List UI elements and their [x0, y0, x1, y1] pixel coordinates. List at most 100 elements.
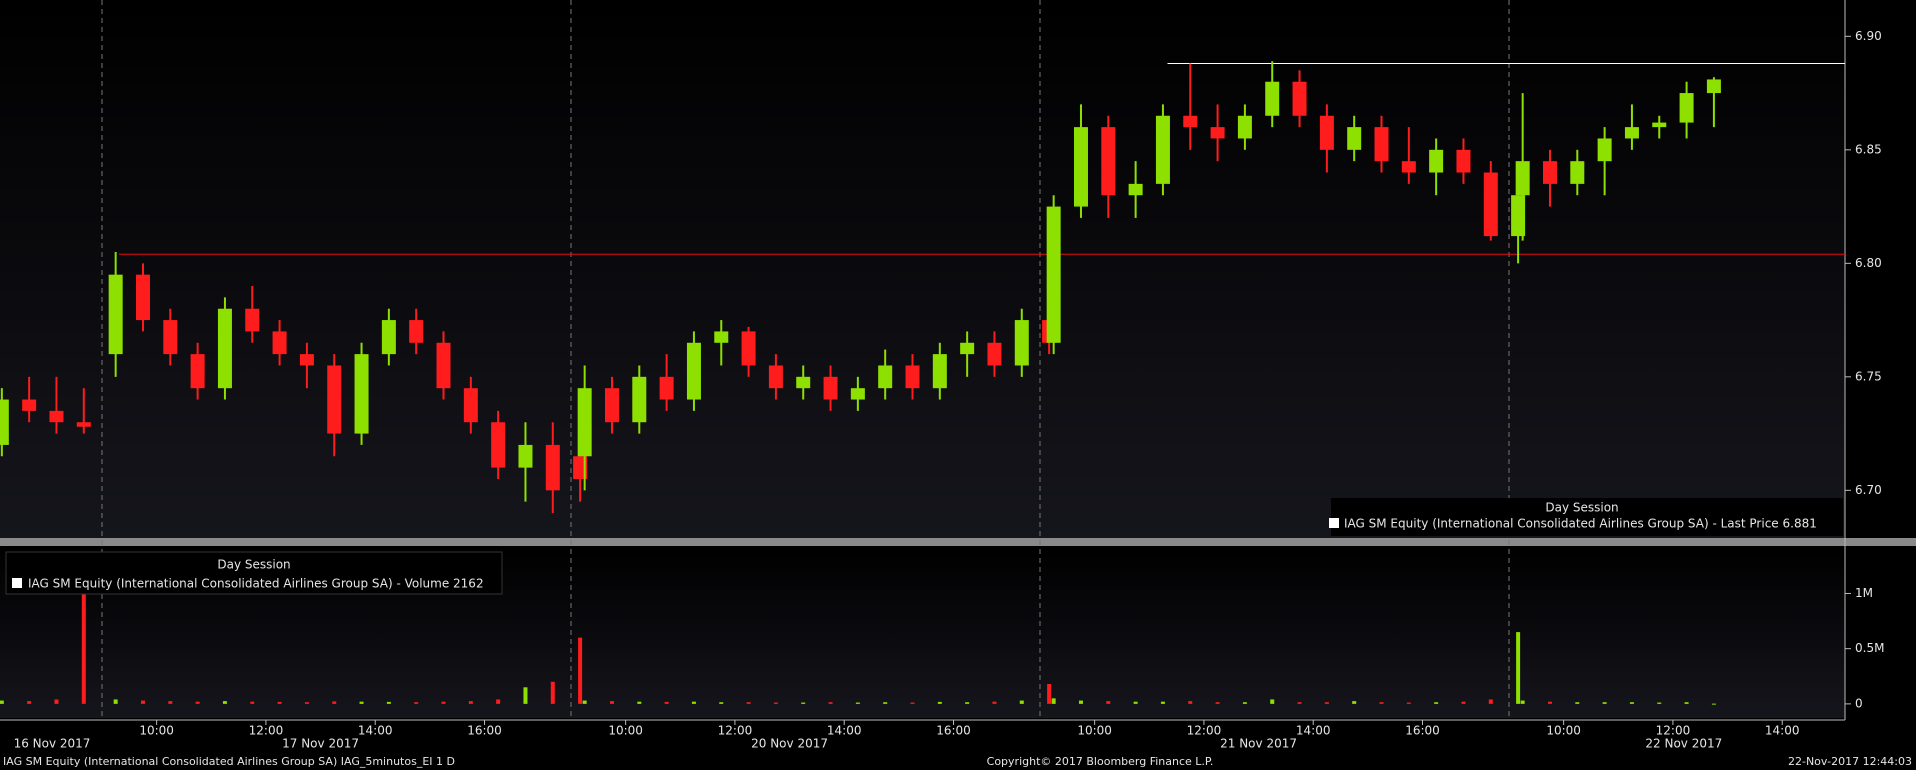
volume-bar [937, 701, 942, 704]
candle-body [573, 456, 588, 479]
volume-bar [550, 681, 555, 704]
legend-label: IAG SM Equity (International Consolidate… [28, 577, 484, 591]
x-date-label: 21 Nov 2017 [1220, 737, 1297, 751]
y-tick-label: 0 [1855, 696, 1863, 710]
candle-body [1319, 115, 1334, 150]
y-tick-label: 6.75 [1855, 369, 1882, 383]
x-tick-label: 14:00 [827, 724, 862, 738]
candle-body [354, 354, 369, 434]
y-tick-label: 0.5M [1855, 641, 1884, 655]
footer-left: IAG SM Equity (International Consolidate… [3, 755, 455, 768]
volume-bar [1047, 683, 1052, 704]
candle-body [545, 444, 560, 491]
x-date-label: 16 Nov 2017 [14, 737, 91, 751]
volume-bar [664, 701, 669, 704]
candle-body [1183, 115, 1198, 128]
volume-bar [1488, 699, 1493, 704]
volume-bar [1711, 703, 1716, 705]
volume-bar [386, 701, 391, 704]
candle-body [299, 354, 314, 366]
volume-bar [81, 554, 86, 704]
candle-body [1101, 127, 1116, 196]
volume-bar [578, 637, 583, 704]
y-tick-label: 6.90 [1855, 29, 1882, 43]
candle-body [163, 320, 178, 355]
candle-body [1292, 81, 1307, 116]
volume-bar [637, 701, 642, 704]
legend-swatch [1329, 518, 1339, 528]
candle-body [823, 376, 838, 400]
candle-body [1014, 320, 1029, 366]
volume-bar [304, 702, 309, 704]
candle-body [1155, 115, 1170, 184]
x-tick-label: 14:00 [1296, 724, 1331, 738]
volume-bar [1270, 699, 1275, 704]
x-tick-label: 12:00 [718, 724, 753, 738]
candle-body [768, 365, 783, 389]
x-tick-label: 10:00 [1077, 724, 1112, 738]
volume-bar [1133, 701, 1138, 704]
candle-body [381, 320, 396, 355]
volume-bar [277, 701, 282, 704]
candle-body [0, 399, 9, 445]
volume-bar [1297, 702, 1302, 704]
volume-bar [359, 701, 364, 704]
candle-body [245, 308, 260, 332]
volume-bar [523, 687, 528, 704]
candle-body [1210, 127, 1225, 139]
x-tick-label: 10:00 [1546, 724, 1581, 738]
candle-body [1401, 161, 1416, 173]
candle-body [632, 376, 647, 423]
y-tick-label: 6.80 [1855, 256, 1882, 270]
candle-body [1347, 127, 1362, 150]
y-tick-label: 1M [1855, 586, 1873, 600]
candle-body [960, 342, 975, 355]
price-panel [0, 0, 1845, 538]
x-date-label: 20 Nov 2017 [751, 737, 828, 751]
candle-body [436, 342, 451, 389]
volume-bar [222, 701, 227, 704]
candle-body [272, 331, 287, 355]
volume-bar [1106, 701, 1111, 704]
volume-bar [496, 699, 501, 704]
candle-body [518, 444, 533, 468]
x-tick-label: 14:00 [358, 724, 393, 738]
volume-bar [1379, 702, 1384, 704]
x-tick-label: 16:00 [467, 724, 502, 738]
candle-body [1570, 161, 1585, 184]
volume-bar [828, 702, 833, 704]
candle-body [1679, 93, 1694, 123]
x-tick-label: 12:00 [1187, 724, 1222, 738]
candle-body [741, 331, 756, 366]
candle-body [463, 388, 478, 423]
y-tick-label: 6.70 [1855, 483, 1882, 497]
candle-body [1706, 79, 1721, 94]
candle-body [905, 365, 920, 389]
candle-body [1652, 122, 1667, 128]
volume-bar [27, 701, 32, 704]
candle-body [49, 410, 64, 423]
volume-bar [1215, 702, 1220, 704]
volume-bar [195, 701, 200, 704]
candle-body [1483, 172, 1498, 237]
candle-body [1542, 161, 1557, 184]
volume-bar [168, 701, 173, 704]
candle-body [1511, 195, 1526, 237]
candle-body [1456, 149, 1471, 173]
candle-body [491, 422, 506, 468]
candle-body [659, 376, 674, 400]
volume-bar [414, 702, 419, 704]
volume-bar [582, 700, 587, 704]
volume-bar [54, 699, 59, 704]
volume-bar [801, 702, 806, 704]
volume-bar [609, 701, 614, 704]
volume-bar [1242, 702, 1247, 704]
candle-body [1624, 127, 1639, 139]
candle-body [850, 388, 865, 400]
volume-bar [719, 702, 724, 704]
volume-bar [1547, 701, 1552, 704]
candle-body [190, 354, 205, 389]
volume-bar [1516, 632, 1521, 704]
volume-bar [1629, 702, 1634, 704]
